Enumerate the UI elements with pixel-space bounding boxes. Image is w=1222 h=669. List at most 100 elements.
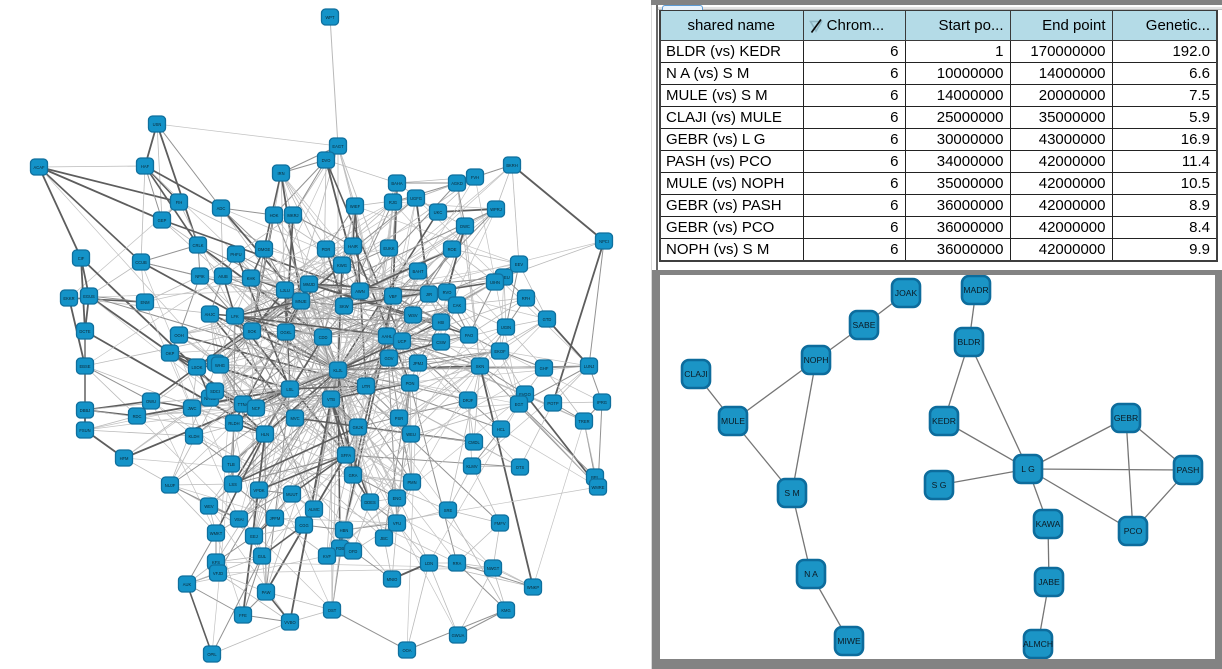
svg-text:OPIL: OPIL xyxy=(207,652,217,657)
svg-text:VSAI: VSAI xyxy=(234,517,243,522)
svg-text:OMGE: OMGE xyxy=(258,247,271,252)
svg-text:WNKP: WNKP xyxy=(527,585,540,590)
svg-text:AAHL: AAHL xyxy=(382,334,393,339)
svg-text:MADR: MADR xyxy=(963,285,988,295)
svg-text:N A: N A xyxy=(804,569,818,579)
svg-text:HSI: HSI xyxy=(438,320,445,325)
svg-text:LJLU: LJLU xyxy=(280,288,290,293)
svg-text:KLJL: KLJL xyxy=(333,368,343,373)
svg-text:CDD: CDD xyxy=(319,335,328,340)
svg-text:NPIK: NPIK xyxy=(195,274,205,279)
svg-text:GEBR: GEBR xyxy=(1114,413,1138,423)
svg-text:BKRH: BKRH xyxy=(506,163,517,168)
svg-text:RFH: RFH xyxy=(522,296,530,301)
svg-text:PAO: PAO xyxy=(465,333,473,338)
svg-text:WMRE: WMRE xyxy=(592,485,605,490)
svg-text:JBC: JBC xyxy=(380,536,388,541)
svg-text:KHK: KHK xyxy=(247,276,256,281)
svg-text:WMKT: WMKT xyxy=(210,531,223,536)
svg-text:ALMC: ALMC xyxy=(308,507,319,512)
svg-text:IPRG: IPRG xyxy=(597,400,607,405)
svg-text:LFK: LFK xyxy=(231,314,239,319)
svg-text:AHJC: AHJC xyxy=(205,312,216,317)
svg-text:GKJK: GKJK xyxy=(353,425,364,430)
svg-text:BAHA: BAHA xyxy=(391,181,402,186)
svg-text:OFD: OFD xyxy=(349,549,358,554)
svg-text:WEV: WEV xyxy=(204,504,214,509)
svg-text:RJG: RJG xyxy=(389,200,397,205)
svg-text:FVH: FVH xyxy=(471,175,479,180)
svg-text:AGKD: AGKD xyxy=(451,181,463,186)
svg-text:GWUA: GWUA xyxy=(452,633,465,638)
svg-text:WPT: WPT xyxy=(325,15,335,20)
svg-text:EAGT: EAGT xyxy=(332,144,344,149)
svg-text:SDCI: SDCI xyxy=(210,389,220,394)
svg-text:EGUS: EGUS xyxy=(83,294,95,299)
svg-text:KWG: KWG xyxy=(337,263,347,268)
svg-text:HLN: HLN xyxy=(261,432,269,437)
svg-text:GUL: GUL xyxy=(258,554,267,559)
svg-text:MKRJ: MKRJ xyxy=(287,213,298,218)
svg-text:CSW: CSW xyxy=(436,340,446,345)
svg-text:JWC: JWC xyxy=(188,406,197,411)
svg-text:EBSE: EBSE xyxy=(80,364,91,369)
svg-text:WPRJ: WPRJ xyxy=(490,207,502,212)
svg-text:DCTE: DCTE xyxy=(79,329,90,334)
svg-text:FSUN: FSUN xyxy=(79,428,90,433)
svg-text:S G: S G xyxy=(932,480,947,490)
svg-text:NWGT: NWGT xyxy=(487,566,500,571)
svg-text:SABE: SABE xyxy=(853,320,876,330)
svg-text:PHFU: PHFU xyxy=(230,252,241,257)
svg-text:JPMJ: JPMJ xyxy=(413,361,423,366)
svg-text:UTR: UTR xyxy=(362,384,370,389)
svg-text:OOA: OOA xyxy=(402,648,411,653)
svg-text:ADC: ADC xyxy=(217,206,226,211)
svg-text:GHF: GHF xyxy=(540,366,549,371)
svg-text:MNJE: MNJE xyxy=(295,299,306,304)
svg-text:LSS: LSS xyxy=(229,482,237,487)
svg-text:HAF: HAF xyxy=(141,164,150,169)
svg-text:OGKL: OGKL xyxy=(280,330,292,335)
svg-text:VTB: VTB xyxy=(327,397,335,402)
svg-text:EEV: EEV xyxy=(515,262,523,267)
svg-text:L G: L G xyxy=(1021,464,1035,474)
svg-text:KFS: KFS xyxy=(212,560,220,565)
svg-text:MMJD: MMJD xyxy=(303,282,315,287)
svg-text:NCF: NCF xyxy=(252,406,261,411)
svg-text:RDC: RDC xyxy=(133,414,142,419)
svg-text:UKC: UKC xyxy=(434,210,443,215)
svg-text:GRA: GRA xyxy=(349,473,358,478)
svg-text:KMG: KMG xyxy=(501,608,510,613)
svg-text:LSOK: LSOK xyxy=(192,365,203,370)
svg-text:PDR: PDR xyxy=(322,247,331,252)
svg-text:ALMCH: ALMCH xyxy=(1023,639,1053,649)
svg-text:CCUB: CCUB xyxy=(135,260,147,265)
svg-text:PASH: PASH xyxy=(1177,465,1200,475)
svg-text:PON: PON xyxy=(406,381,415,386)
svg-text:DWC: DWC xyxy=(460,224,470,229)
svg-text:OKP: OKP xyxy=(166,351,175,356)
svg-text:RVO: RVO xyxy=(443,290,452,295)
svg-text:MNIO: MNIO xyxy=(387,577,398,582)
svg-text:DRJF: DRJF xyxy=(463,398,474,403)
svg-text:HFM: HFM xyxy=(120,456,129,461)
svg-text:VBF: VBF xyxy=(389,294,397,299)
svg-text:VFJD: VFJD xyxy=(213,571,223,576)
svg-text:CGG: CGG xyxy=(299,523,308,528)
svg-text:VVBO: VVBO xyxy=(284,620,295,625)
svg-text:AWN: AWN xyxy=(355,289,364,294)
svg-text:ENM: ENM xyxy=(140,300,150,305)
svg-text:CRLK: CRLK xyxy=(193,243,204,248)
svg-text:EUKK: EUKK xyxy=(383,246,394,251)
svg-text:USN: USN xyxy=(153,122,162,127)
svg-text:VFU: VFU xyxy=(393,521,401,526)
svg-text:DDES: DDES xyxy=(364,500,376,505)
svg-text:DBBJ: DBBJ xyxy=(80,408,90,413)
svg-text:EGT: EGT xyxy=(515,402,524,407)
svg-text:AUK: AUK xyxy=(183,582,192,587)
svg-text:PSR: PSR xyxy=(395,416,403,421)
svg-text:JPFM: JPFM xyxy=(270,516,281,521)
svg-text:PCO: PCO xyxy=(1124,526,1143,536)
svg-text:CIF: CIF xyxy=(78,256,85,261)
svg-text:WEU: WEU xyxy=(406,432,416,437)
